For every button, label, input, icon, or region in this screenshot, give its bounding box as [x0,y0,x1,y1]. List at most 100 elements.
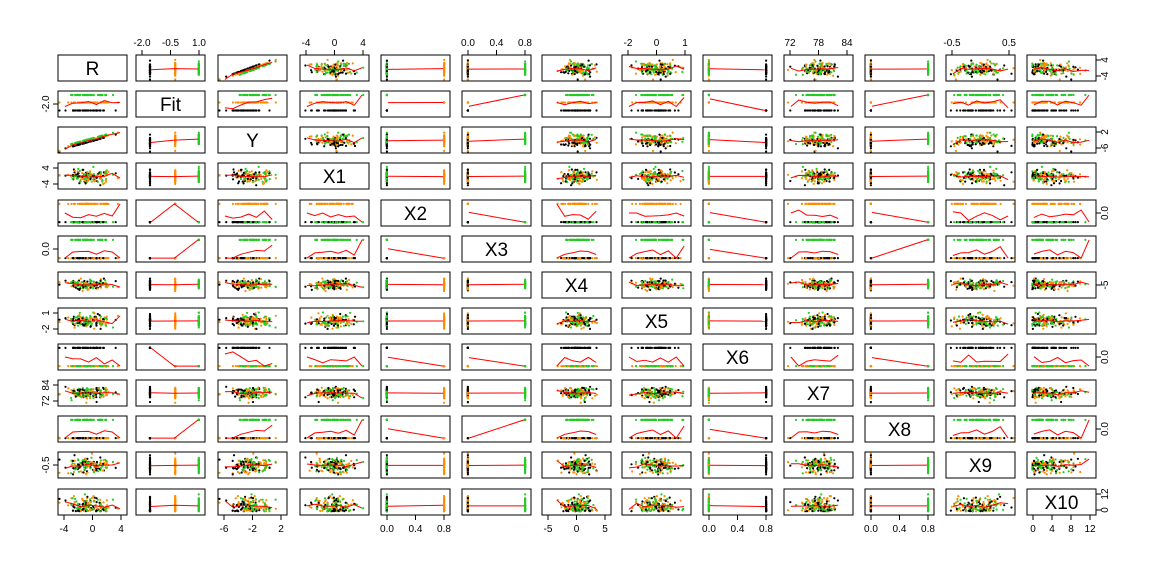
data-point [654,74,656,76]
data-point [953,75,955,77]
data-point [1012,67,1014,69]
data-point [339,94,341,96]
data-point [243,109,245,111]
data-point [198,64,200,66]
data-point [657,109,659,111]
data-point [72,94,74,96]
data-point [669,64,671,66]
data-point [814,78,816,80]
data-point [579,69,581,71]
data-point [984,73,986,75]
data-point [1010,73,1012,75]
data-point [996,78,998,80]
data-point [587,73,589,75]
data-point [971,76,973,78]
data-point [635,73,637,75]
data-point [663,94,665,96]
data-point [795,94,797,96]
data-point [1066,62,1068,64]
data-point [335,65,337,67]
data-point [789,109,791,111]
data-point [1065,66,1067,68]
data-point [824,73,826,75]
data-point [987,64,989,66]
data-point [524,70,526,72]
data-point [467,60,469,62]
data-point [635,60,637,62]
panel-frame [381,91,450,117]
data-point [112,94,114,96]
data-point [812,71,814,73]
data-point [218,78,220,80]
data-point [568,70,570,72]
data-point [591,63,593,65]
data-point [275,94,277,96]
data-point [268,109,270,111]
data-point [652,94,654,96]
data-point [588,60,590,62]
data-point [669,94,671,96]
data-point [981,72,983,74]
data-point [329,94,331,96]
data-point [1060,73,1062,75]
data-point [1002,67,1004,69]
data-point [58,109,60,111]
data-point [562,109,564,111]
data-point [264,94,266,96]
data-point [989,60,991,62]
data-point [174,78,176,80]
data-point [353,109,355,111]
data-point [333,109,335,111]
data-point [825,63,827,65]
data-point [1070,78,1072,80]
data-point [1031,63,1033,65]
data-point [708,64,710,66]
data-point [362,67,364,69]
data-point [586,67,588,69]
data-point [443,64,445,66]
data-point [1079,67,1081,69]
data-point [198,60,200,62]
data-point [672,59,674,61]
data-point [580,94,582,96]
data-point [100,94,102,96]
data-point [240,73,242,75]
data-point [1050,62,1052,64]
data-point [681,71,683,73]
data-point [870,73,872,75]
data-point [787,69,789,71]
data-point [663,109,665,111]
data-point [260,101,262,103]
data-point [225,109,227,111]
data-point [325,94,327,96]
data-point [572,63,574,65]
data-point [587,94,589,96]
data-point [708,72,710,74]
data-point [827,65,829,67]
data-point [337,60,339,62]
data-point [830,71,832,73]
data-point [79,109,81,111]
data-point [592,94,594,96]
data-point [342,109,344,111]
data-point [765,76,767,78]
data-point [819,60,821,62]
data-point [677,109,679,111]
data-point [870,70,872,72]
data-point [304,109,306,111]
data-point [337,109,339,111]
data-point [350,73,352,75]
data-point [765,66,767,68]
data-point [985,62,987,64]
data-point [327,59,329,61]
data-point [340,62,342,64]
data-point [335,76,337,78]
data-point [243,72,245,74]
data-point [105,94,107,96]
data-point [198,72,200,74]
data-point [1053,73,1055,75]
data-point [1050,75,1052,77]
data-point [787,101,789,103]
data-point [345,73,347,75]
